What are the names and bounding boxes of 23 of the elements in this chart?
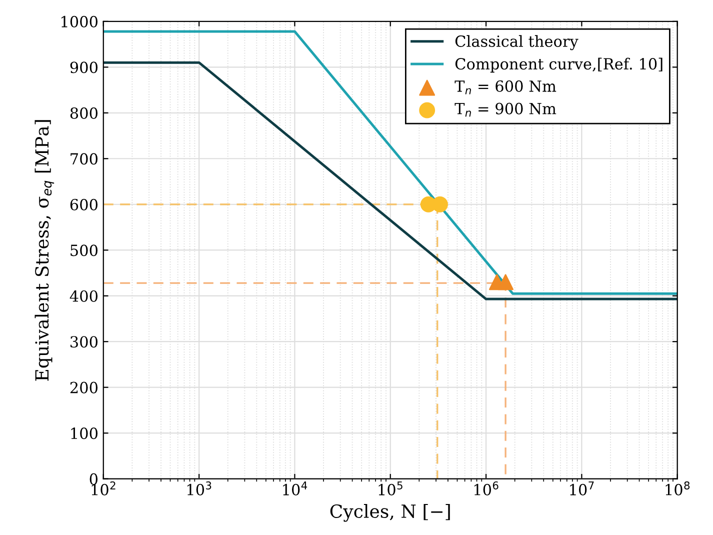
y-tick-label: 1000	[62, 16, 98, 28]
y-tick-label: 800	[70, 107, 98, 119]
legend-label: Component curve,[Ref. 10]	[455, 58, 662, 73]
y-tick-label: 400	[70, 290, 98, 302]
y-tick-label: 500	[70, 244, 98, 256]
y-tick-label: 0	[90, 473, 98, 485]
x-tick-label: 10$^{3}$	[187, 481, 212, 496]
x-tick-label: 10$^{6}$	[474, 481, 498, 496]
x-axis-title: Cycles, N [−]	[330, 504, 450, 522]
y-tick-label: 900	[70, 62, 98, 74]
y-tick-label: 300	[70, 336, 98, 348]
legend-label: T$_{n}$ = 900 Nm	[454, 102, 556, 117]
y-axis-title: Equivalent Stress, σ$_{eq}$ [MPa]	[34, 120, 54, 381]
y-tick-label: 100	[71, 428, 98, 440]
legend-label: T$_{n}$ = 600 Nm	[454, 80, 556, 94]
x-tick-label: 10$^{7}$	[570, 482, 594, 496]
legend-label: Classical theory	[455, 35, 578, 50]
x-tick-label: 10$^{8}$	[666, 481, 690, 496]
y-tick-label: 600	[70, 198, 98, 210]
x-tick-label: 10$^{5}$	[378, 482, 402, 496]
y-tick-label: 200	[70, 382, 98, 394]
x-tick-label: 10$^{4}$	[283, 482, 308, 496]
y-tick-label: 700	[70, 153, 98, 165]
